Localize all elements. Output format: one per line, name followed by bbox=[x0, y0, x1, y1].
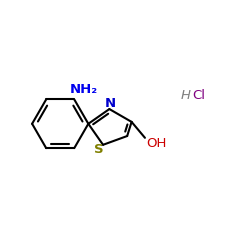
Text: Cl: Cl bbox=[192, 89, 205, 102]
Text: N: N bbox=[105, 97, 116, 110]
Text: NH₂: NH₂ bbox=[70, 83, 98, 96]
Text: H: H bbox=[181, 89, 191, 102]
Text: OH: OH bbox=[146, 137, 167, 150]
Text: S: S bbox=[94, 143, 104, 156]
